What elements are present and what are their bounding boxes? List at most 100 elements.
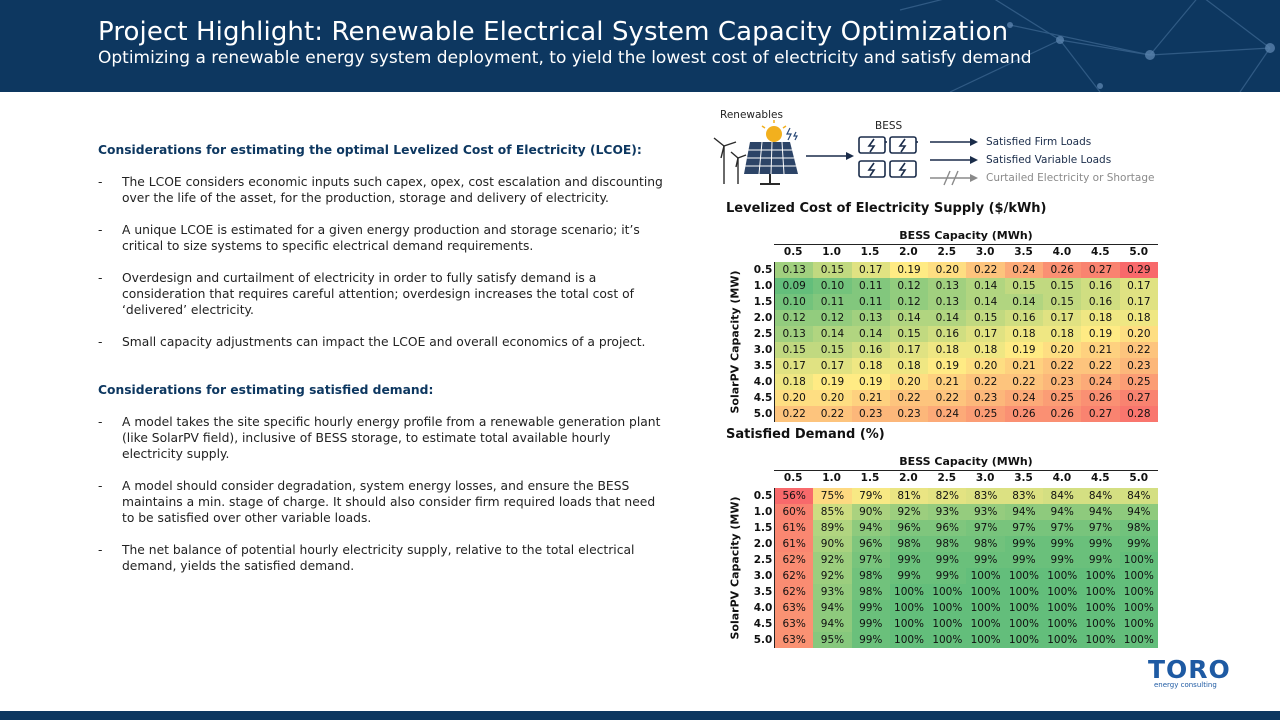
heatmap-cell: 99%: [851, 616, 890, 632]
table-row: 0.13 0.14 0.14 0.15 0.16 0.17 0.18 0.18 0.19 0.20: [775, 326, 1158, 342]
table-row: 0.22 0.22 0.23 0.23 0.24 0.25 0.26 0.26 0.27 0.28: [775, 406, 1158, 422]
heatmap-cell: 100%: [889, 632, 929, 648]
output-variable-loads: Satisfied Variable Loads: [986, 154, 1112, 166]
table-row: 0.20 0.20 0.21 0.22 0.22 0.23 0.24 0.25 0.26 0.27: [775, 390, 1158, 406]
row-header: 2.5: [753, 554, 773, 566]
heatmap-cells: 0.13 0.15 0.17 0.19 0.20 0.22 0.24 0.26 0.27 0.29…: [774, 262, 1158, 422]
column-header: 4.5: [1091, 472, 1110, 484]
heatmap-cell: 99%: [1004, 552, 1044, 568]
heatmap-cell: 0.15: [1043, 294, 1082, 310]
heatmap-cell: 0.18: [851, 358, 890, 374]
heatmap-cell: 0.14: [966, 278, 1005, 294]
heatmap-cell: 0.13: [928, 294, 967, 310]
column-header: 1.5: [860, 472, 880, 484]
list-item-text: Small capacity adjustments can impact th…: [122, 335, 646, 349]
heatmap-cell: 0.19: [1081, 326, 1120, 342]
heatmap-cell: 0.16: [1081, 294, 1120, 310]
table-row: 56% 75% 79% 81% 82% 83% 83% 84% 84% 84%: [775, 488, 1158, 504]
heatmap-cell: 0.22: [966, 374, 1005, 390]
heatmap-cell: 100%: [966, 584, 1005, 600]
row-header: 1.0: [753, 280, 773, 292]
heatmap-cell: 0.24: [1081, 374, 1120, 390]
heatmap-cell: 100%: [1043, 632, 1082, 648]
heatmap-cell: 100%: [1043, 600, 1082, 616]
heatmap-cell: 100%: [928, 584, 967, 600]
solar-panel-icon: [744, 141, 798, 185]
table-row: 0.09 0.10 0.11 0.12 0.13 0.14 0.15 0.15 0.16 0.17: [775, 278, 1158, 294]
heatmap-cell: 0.25: [966, 406, 1005, 422]
heatmap-cell: 90%: [851, 504, 890, 520]
list-item: - Small capacity adjustments can impact t…: [98, 334, 668, 350]
heatmap-cell: 99%: [966, 552, 1005, 568]
heatmap-cell: 0.14: [813, 326, 852, 342]
heatmap-cell: 100%: [1004, 568, 1044, 584]
table-row: 0.15 0.15 0.16 0.17 0.18 0.18 0.19 0.20 0.21 0.22: [775, 342, 1158, 358]
row-header: 1.5: [753, 522, 773, 534]
sun-icon: [761, 120, 798, 142]
logo-tagline: energy consulting: [1154, 681, 1217, 689]
row-headers: 0.5 1.0 1.5 2.0 2.5 3.0 3.5 4.0 4.5 5.0: [752, 262, 774, 422]
heatmap-cell: 100%: [1119, 552, 1158, 568]
heatmap-cell: 98%: [851, 584, 890, 600]
x-axis-label: BESS Capacity (MWh): [774, 455, 1158, 471]
heatmap-cell: 0.24: [1004, 390, 1044, 406]
column-header: 5.0: [1129, 472, 1149, 484]
heatmap-cell: 0.11: [851, 278, 890, 294]
heatmap-cell: 0.17: [813, 358, 852, 374]
renewables-label: Renewables: [720, 109, 783, 121]
row-header: 3.5: [753, 586, 773, 598]
heatmap-cell: 0.22: [1119, 342, 1158, 358]
lcoe-heatmap: BESS Capacity (MWh) 0.5 1.0 1.5 2.0 2.5 3.0 3.5…: [726, 229, 1158, 422]
bullet-dash: -: [98, 335, 103, 349]
heatmap-cell: 79%: [851, 488, 890, 504]
heatmap-cell: 63%: [775, 600, 814, 616]
row-header: 1.5: [753, 296, 773, 308]
heatmap-cell: 0.23: [1043, 374, 1082, 390]
heatmap-cell: 93%: [928, 504, 967, 520]
row-header: 5.0: [753, 634, 773, 646]
network-background-icon: [899, 0, 1275, 92]
heatmap-cells: 56% 75% 79% 81% 82% 83% 83% 84% 84% 84% 60% 85% 90% 9…: [774, 488, 1158, 648]
column-header: 2.0: [899, 246, 918, 258]
column-header: 3.0: [975, 472, 995, 484]
header-banner: Project Highlight: Renewable Electrical …: [0, 0, 1280, 92]
column-header: 4.0: [1052, 246, 1072, 258]
heatmap-cell: 60%: [775, 504, 814, 520]
column-headers: 0.5 1.0 1.5 2.0 2.5 3.0 3.5 4.0 4.5 5.0: [774, 246, 1158, 258]
heatmap-cell: 89%: [813, 520, 852, 536]
heatmap-cell: 92%: [889, 504, 929, 520]
table-row: 62% 92% 97% 99% 99% 99% 99% 99% 99% 100%: [775, 552, 1158, 568]
table-row: 61% 89% 94% 96% 96% 97% 97% 97% 97% 98%: [775, 520, 1158, 536]
heatmap-cell: 98%: [966, 536, 1005, 552]
heatmap-cell: 0.10: [813, 278, 852, 294]
heatmap-cell: 97%: [966, 520, 1005, 536]
heatmap-cell: 100%: [928, 616, 967, 632]
heatmap-cell: 0.22: [966, 262, 1005, 278]
heatmap-cell: 0.20: [813, 390, 852, 406]
column-header: 2.0: [899, 472, 918, 484]
heatmap-cell: 99%: [928, 568, 967, 584]
battery-icon: [858, 136, 918, 178]
heatmap-cell: 100%: [889, 600, 929, 616]
row-header: 5.0: [753, 408, 773, 420]
heatmap-cell: 0.13: [775, 262, 814, 278]
list-item: - Overdesign and curtailment of electrici…: [98, 270, 668, 318]
list-item: - The net balance of potential hourly ele…: [98, 542, 668, 574]
heatmap-cell: 100%: [1043, 568, 1082, 584]
heatmap-cell: 0.20: [1043, 342, 1082, 358]
heatmap-cell: 0.21: [928, 374, 967, 390]
heatmap-cell: 99%: [1004, 536, 1044, 552]
heatmap-cell: 0.09: [775, 278, 814, 294]
heatmap-cell: 90%: [813, 536, 852, 552]
heatmap-cell: 0.14: [928, 310, 967, 326]
heatmap-cell: 97%: [1081, 520, 1120, 536]
demand-heatmap: BESS Capacity (MWh) 0.5 1.0 1.5 2.0 2.5 3.0 3.5…: [726, 455, 1158, 648]
heatmap-cell: 0.15: [966, 310, 1005, 326]
column-header: 4.5: [1091, 246, 1110, 258]
row-header: 4.5: [753, 392, 773, 404]
heatmap-cell: 0.19: [928, 358, 967, 374]
heatmap-cell: 0.18: [1004, 326, 1044, 342]
list-item-text: The net balance of potential hourly elec…: [122, 543, 635, 573]
heatmap-cell: 100%: [1119, 584, 1158, 600]
table-row: 0.13 0.15 0.17 0.19 0.20 0.22 0.24 0.26 0.27 0.29: [775, 262, 1158, 278]
